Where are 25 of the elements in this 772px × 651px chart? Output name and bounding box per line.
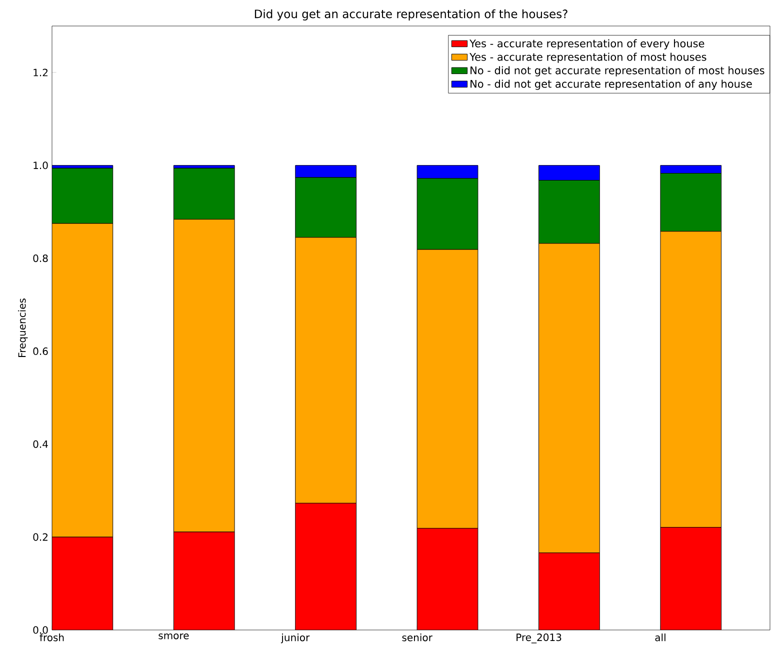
legend-label: Yes - accurate representation of every house [470,39,704,50]
x-tick-label: frosh [40,634,64,642]
bar [173,219,235,532]
y-tick-label: 1.0 [34,162,48,170]
y-tick-label: 0.0 [33,626,48,634]
y-tick-label: 1.2 [34,68,48,76]
legend-label: No - did not get accurate representation of most houses [470,66,764,76]
x-tick-label: junior [280,634,310,644]
bar [416,249,478,528]
legend-label: Yes - accurate representation of most houses [470,52,706,63]
y-tick-label: 0.8 [33,254,48,262]
x-tick-label: Pre_2013 [516,634,562,644]
legend-label: No - did not get accurate representation of any house [470,80,752,90]
bar [295,237,356,504]
y-tick-label: 0.2 [33,533,48,541]
bar [52,223,114,538]
bar [538,243,600,554]
x-tick-label: smore [158,634,189,640]
chart-title: Did you get an accurate representation of the houses? [254,9,568,20]
bar [660,231,722,528]
y-tick-label: 0.4 [33,440,48,448]
y-axis-title: Frequencies [18,298,28,357]
x-tick-label: senior [402,634,432,642]
x-tick-label: all [655,634,666,642]
y-tick-label: 0.6 [33,347,48,355]
